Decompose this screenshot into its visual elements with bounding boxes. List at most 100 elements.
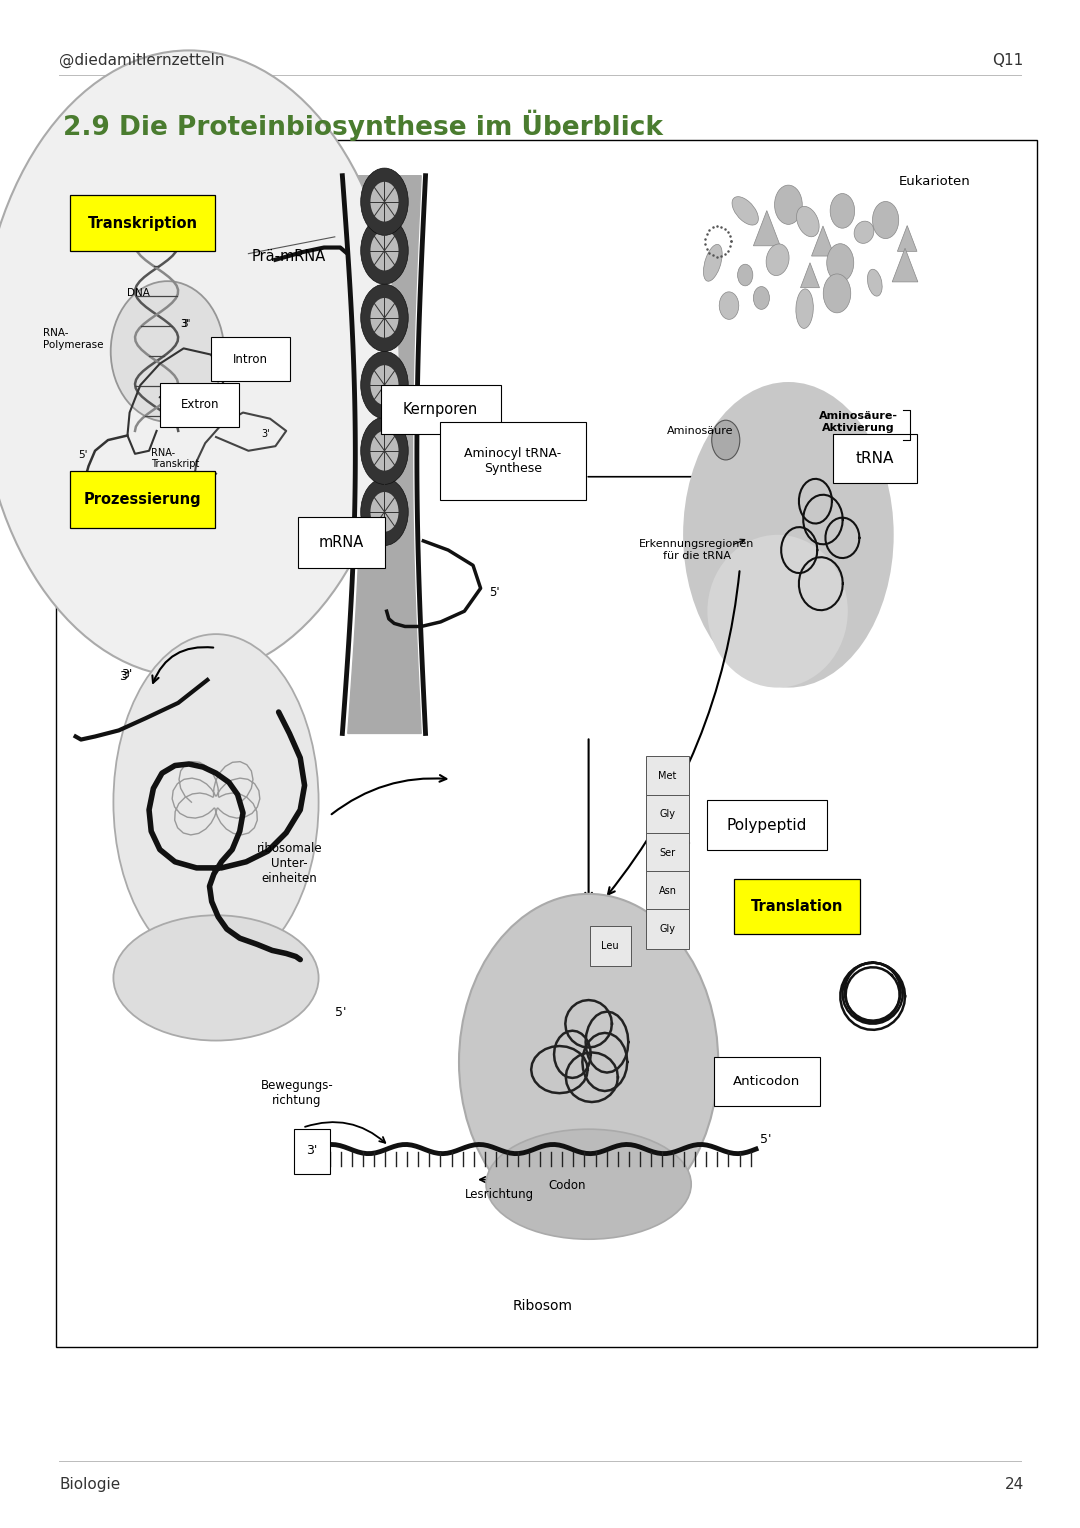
Text: Translation: Translation	[751, 898, 843, 914]
FancyBboxPatch shape	[646, 909, 689, 949]
Text: Aminocyl tRNA-
Synthese: Aminocyl tRNA- Synthese	[464, 448, 562, 475]
FancyBboxPatch shape	[734, 879, 860, 934]
Text: Extron: Extron	[180, 399, 219, 411]
Text: 3': 3'	[119, 669, 131, 683]
Text: Erkennungsregionen
für die tRNA: Erkennungsregionen für die tRNA	[639, 539, 754, 561]
Ellipse shape	[797, 206, 819, 237]
Text: Prä-mRNA: Prä-mRNA	[252, 249, 325, 264]
Text: Transkription: Transkription	[87, 215, 198, 231]
Text: 3': 3'	[180, 319, 189, 329]
Ellipse shape	[0, 50, 400, 677]
Text: RNA-
Polymerase: RNA- Polymerase	[43, 329, 104, 350]
Polygon shape	[892, 248, 918, 281]
FancyBboxPatch shape	[440, 422, 586, 501]
Circle shape	[831, 194, 854, 228]
Text: 2.9 Die Proteinbiosynthese im Überblick: 2.9 Die Proteinbiosynthese im Überblick	[63, 110, 663, 142]
Circle shape	[823, 274, 851, 313]
Circle shape	[754, 287, 769, 309]
FancyBboxPatch shape	[294, 1129, 330, 1174]
Text: Asn: Asn	[659, 886, 676, 895]
Text: Met: Met	[658, 772, 677, 781]
Text: 24: 24	[1004, 1478, 1024, 1491]
FancyBboxPatch shape	[646, 833, 689, 872]
Circle shape	[370, 365, 399, 405]
Text: Eukarioten: Eukarioten	[899, 176, 970, 188]
Text: ribosomale
Unter-
einheiten: ribosomale Unter- einheiten	[257, 842, 322, 885]
FancyBboxPatch shape	[298, 516, 386, 567]
FancyBboxPatch shape	[646, 871, 689, 911]
Ellipse shape	[719, 292, 739, 319]
Circle shape	[361, 168, 408, 235]
Text: Polypeptid: Polypeptid	[727, 817, 807, 833]
Polygon shape	[800, 263, 820, 287]
Circle shape	[361, 284, 408, 351]
Text: 5': 5'	[78, 451, 87, 460]
Polygon shape	[897, 226, 917, 251]
Text: Gly: Gly	[660, 810, 675, 819]
Text: Kernporen: Kernporen	[403, 402, 478, 417]
Circle shape	[370, 231, 399, 270]
Circle shape	[826, 243, 854, 283]
Circle shape	[370, 182, 399, 222]
Text: 5': 5'	[489, 585, 500, 599]
Text: 5': 5'	[335, 1005, 347, 1019]
Ellipse shape	[796, 289, 813, 329]
Text: Gly: Gly	[660, 924, 675, 934]
Text: Q11: Q11	[993, 53, 1024, 67]
Circle shape	[370, 298, 399, 338]
FancyBboxPatch shape	[590, 926, 631, 966]
Polygon shape	[348, 176, 421, 733]
Ellipse shape	[766, 244, 789, 275]
Polygon shape	[811, 226, 835, 257]
Text: Biologie: Biologie	[59, 1478, 121, 1491]
Ellipse shape	[684, 382, 894, 688]
Text: Anticodon: Anticodon	[733, 1076, 800, 1088]
Text: Prozessierung: Prozessierung	[84, 492, 201, 507]
Text: Ribosom: Ribosom	[512, 1299, 572, 1314]
Circle shape	[361, 351, 408, 419]
Text: Leu: Leu	[602, 941, 619, 950]
Circle shape	[370, 492, 399, 532]
Ellipse shape	[703, 244, 723, 281]
Circle shape	[774, 185, 802, 225]
Text: Bewegungs-
richtung: Bewegungs- richtung	[260, 1079, 334, 1106]
Text: RNA-
Transkript: RNA- Transkript	[151, 448, 200, 469]
Circle shape	[370, 431, 399, 471]
Text: Ser: Ser	[660, 848, 675, 857]
Ellipse shape	[486, 1129, 691, 1239]
Text: 3': 3'	[121, 668, 133, 681]
Text: 3': 3'	[181, 319, 191, 329]
FancyBboxPatch shape	[707, 799, 827, 850]
FancyBboxPatch shape	[212, 336, 289, 380]
Circle shape	[361, 478, 408, 545]
Circle shape	[738, 264, 753, 286]
FancyBboxPatch shape	[714, 1057, 820, 1106]
Text: @diedamitlernzetteln: @diedamitlernzetteln	[59, 53, 225, 67]
FancyBboxPatch shape	[646, 795, 689, 834]
Text: mRNA: mRNA	[319, 535, 364, 550]
Text: Lesrichtung: Lesrichtung	[464, 1189, 534, 1201]
FancyBboxPatch shape	[70, 194, 215, 251]
Ellipse shape	[113, 634, 319, 970]
FancyBboxPatch shape	[646, 756, 689, 796]
Ellipse shape	[732, 197, 758, 225]
FancyBboxPatch shape	[160, 382, 240, 426]
Bar	[56, 139, 1037, 1348]
FancyBboxPatch shape	[380, 385, 501, 434]
Ellipse shape	[111, 281, 225, 422]
Circle shape	[873, 202, 899, 238]
Text: 3': 3'	[307, 1144, 318, 1157]
Polygon shape	[754, 211, 780, 246]
Ellipse shape	[867, 269, 882, 296]
Text: Aminosäure: Aminosäure	[666, 426, 733, 435]
Ellipse shape	[707, 535, 848, 688]
Circle shape	[361, 217, 408, 284]
Text: Intron: Intron	[233, 353, 268, 365]
Circle shape	[712, 420, 740, 460]
Ellipse shape	[113, 915, 319, 1041]
Circle shape	[361, 417, 408, 484]
FancyBboxPatch shape	[70, 471, 215, 529]
Text: Aminosäure-
Aktivierung: Aminosäure- Aktivierung	[819, 411, 899, 432]
Ellipse shape	[459, 894, 718, 1230]
FancyBboxPatch shape	[833, 434, 917, 483]
